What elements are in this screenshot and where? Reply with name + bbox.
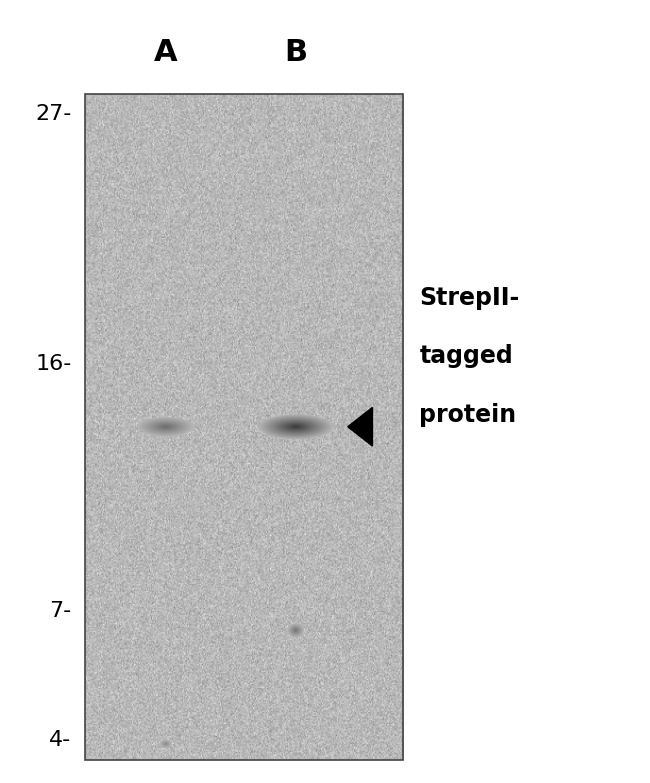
Ellipse shape — [150, 421, 181, 432]
Ellipse shape — [289, 625, 302, 636]
Ellipse shape — [289, 625, 302, 636]
Ellipse shape — [287, 623, 304, 637]
Ellipse shape — [162, 742, 169, 746]
Text: protein: protein — [419, 403, 516, 427]
Ellipse shape — [292, 626, 300, 634]
Ellipse shape — [158, 424, 174, 429]
Text: tagged: tagged — [419, 345, 513, 368]
Ellipse shape — [161, 741, 170, 747]
Ellipse shape — [287, 424, 304, 430]
Ellipse shape — [294, 426, 298, 428]
Ellipse shape — [161, 741, 171, 747]
Ellipse shape — [160, 740, 172, 748]
Text: 27-: 27- — [35, 103, 72, 124]
Ellipse shape — [275, 420, 317, 434]
Ellipse shape — [148, 420, 184, 433]
Ellipse shape — [163, 742, 168, 745]
Ellipse shape — [162, 426, 169, 428]
Ellipse shape — [291, 626, 301, 634]
Ellipse shape — [290, 625, 302, 636]
Ellipse shape — [164, 742, 168, 745]
Ellipse shape — [292, 425, 300, 428]
Ellipse shape — [161, 741, 170, 747]
Ellipse shape — [162, 742, 169, 745]
Text: 16-: 16- — [35, 354, 72, 374]
Ellipse shape — [143, 419, 188, 435]
Ellipse shape — [161, 425, 170, 428]
Ellipse shape — [165, 743, 166, 745]
Text: StrepII-: StrepII- — [419, 286, 519, 309]
Ellipse shape — [292, 627, 300, 633]
Ellipse shape — [263, 416, 329, 438]
Ellipse shape — [259, 414, 333, 439]
Ellipse shape — [266, 417, 325, 436]
Ellipse shape — [164, 743, 167, 745]
Ellipse shape — [295, 630, 296, 631]
Ellipse shape — [265, 417, 327, 437]
Ellipse shape — [281, 422, 310, 431]
Ellipse shape — [162, 742, 169, 746]
Text: A: A — [154, 38, 177, 67]
Ellipse shape — [162, 742, 170, 746]
Ellipse shape — [295, 630, 296, 631]
Ellipse shape — [279, 421, 313, 432]
Polygon shape — [348, 407, 372, 446]
Ellipse shape — [140, 417, 192, 436]
Text: B: B — [284, 38, 307, 67]
Ellipse shape — [294, 630, 297, 631]
Ellipse shape — [285, 424, 306, 430]
Ellipse shape — [294, 628, 298, 633]
Ellipse shape — [273, 419, 318, 435]
Ellipse shape — [164, 743, 168, 745]
Bar — [84, 94, 403, 760]
Ellipse shape — [165, 743, 166, 745]
Ellipse shape — [144, 419, 187, 435]
Ellipse shape — [294, 629, 298, 632]
Ellipse shape — [289, 424, 302, 429]
Ellipse shape — [141, 418, 190, 435]
Ellipse shape — [155, 423, 177, 431]
Ellipse shape — [138, 417, 194, 437]
Ellipse shape — [283, 423, 308, 431]
Text: 4-: 4- — [49, 730, 72, 750]
Ellipse shape — [152, 422, 179, 431]
Ellipse shape — [149, 420, 183, 433]
Ellipse shape — [164, 742, 168, 745]
Text: 7-: 7- — [49, 601, 72, 621]
Ellipse shape — [289, 624, 303, 637]
Ellipse shape — [292, 628, 299, 633]
Ellipse shape — [288, 623, 304, 637]
Ellipse shape — [164, 426, 167, 428]
Ellipse shape — [261, 415, 331, 438]
Ellipse shape — [153, 422, 178, 431]
Ellipse shape — [160, 740, 172, 748]
Ellipse shape — [268, 417, 323, 436]
Ellipse shape — [157, 424, 175, 430]
Ellipse shape — [277, 420, 315, 433]
Ellipse shape — [293, 628, 298, 633]
Ellipse shape — [160, 424, 172, 429]
Ellipse shape — [291, 626, 301, 635]
Ellipse shape — [291, 626, 300, 634]
Ellipse shape — [146, 420, 186, 434]
Ellipse shape — [161, 741, 170, 747]
Ellipse shape — [271, 418, 320, 435]
